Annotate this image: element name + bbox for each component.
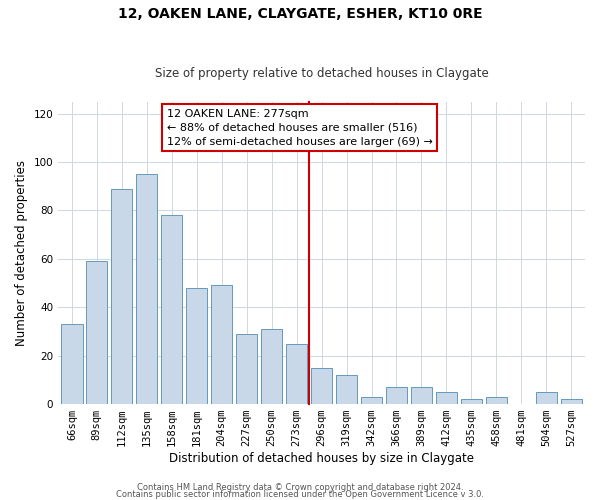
- Text: Contains HM Land Registry data © Crown copyright and database right 2024.: Contains HM Land Registry data © Crown c…: [137, 484, 463, 492]
- Bar: [186, 288, 208, 404]
- Text: 12 OAKEN LANE: 277sqm
← 88% of detached houses are smaller (516)
12% of semi-det: 12 OAKEN LANE: 277sqm ← 88% of detached …: [167, 109, 433, 147]
- Bar: [311, 368, 332, 404]
- Bar: [236, 334, 257, 404]
- Bar: [436, 392, 457, 404]
- Bar: [211, 286, 232, 404]
- Bar: [361, 397, 382, 404]
- Bar: [61, 324, 83, 404]
- Bar: [386, 387, 407, 404]
- Bar: [136, 174, 157, 404]
- X-axis label: Distribution of detached houses by size in Claygate: Distribution of detached houses by size …: [169, 452, 474, 465]
- Bar: [411, 387, 432, 404]
- Bar: [486, 397, 507, 404]
- Bar: [461, 399, 482, 404]
- Y-axis label: Number of detached properties: Number of detached properties: [15, 160, 28, 346]
- Bar: [536, 392, 557, 404]
- Bar: [336, 375, 357, 404]
- Bar: [161, 216, 182, 404]
- Title: Size of property relative to detached houses in Claygate: Size of property relative to detached ho…: [155, 66, 488, 80]
- Text: 12, OAKEN LANE, CLAYGATE, ESHER, KT10 0RE: 12, OAKEN LANE, CLAYGATE, ESHER, KT10 0R…: [118, 8, 482, 22]
- Bar: [286, 344, 307, 404]
- Text: Contains public sector information licensed under the Open Government Licence v : Contains public sector information licen…: [116, 490, 484, 499]
- Bar: [111, 188, 133, 404]
- Bar: [86, 262, 107, 404]
- Bar: [560, 399, 582, 404]
- Bar: [261, 329, 282, 404]
